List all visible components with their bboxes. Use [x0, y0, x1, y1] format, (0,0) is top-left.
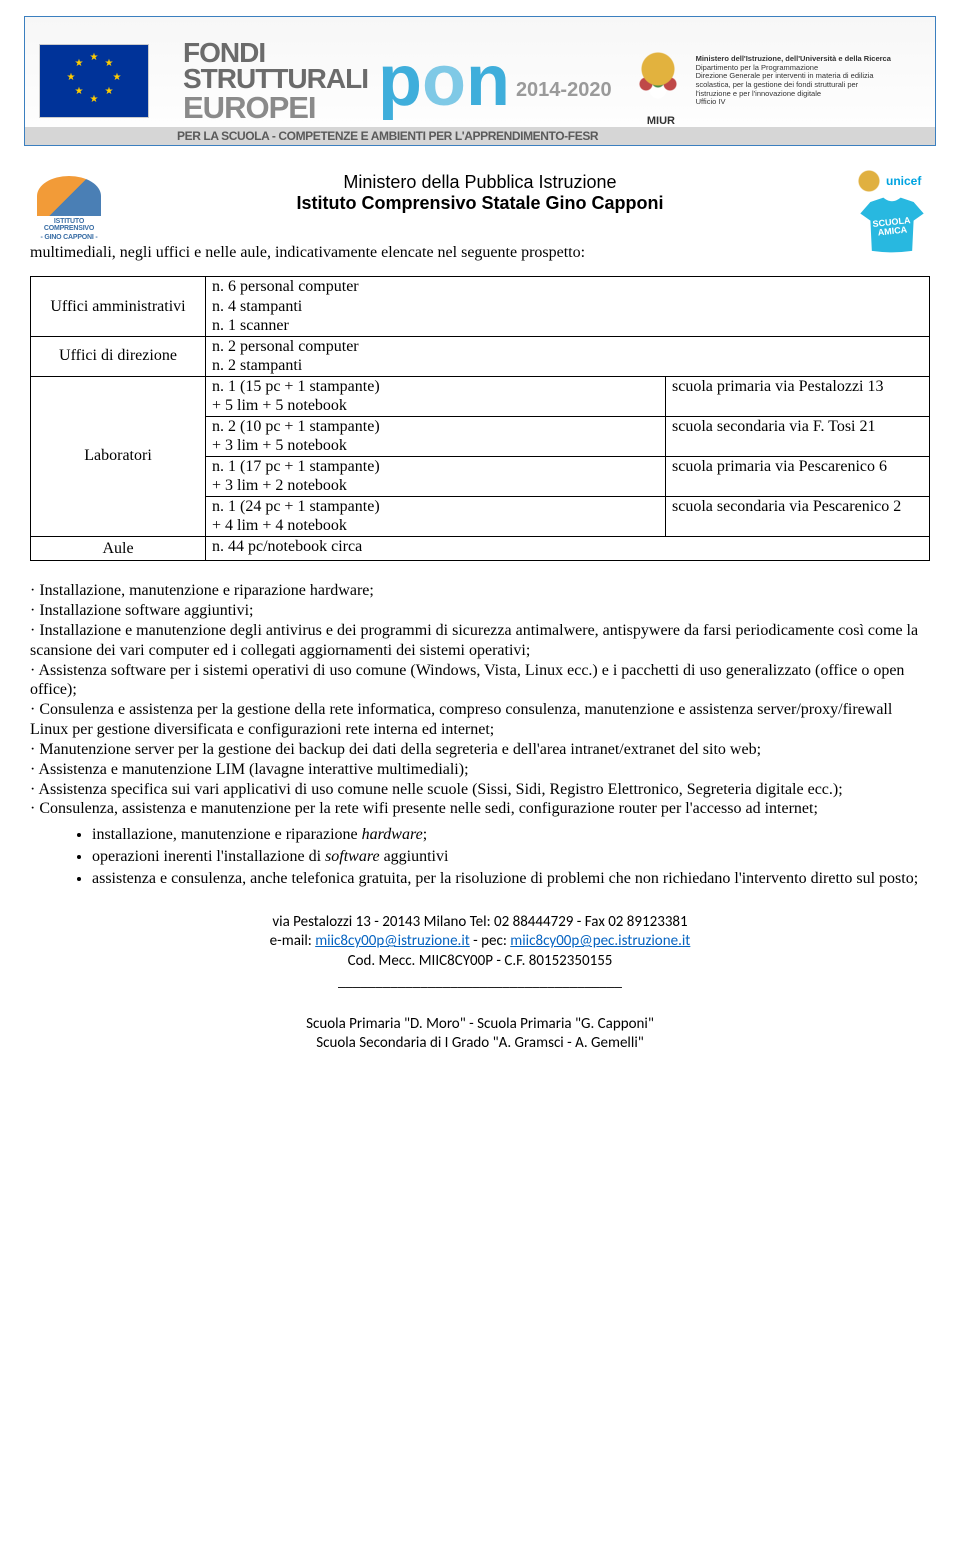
uffici-amm-v2: n. 4 stampanti [212, 298, 302, 315]
school-logo-caption1: ISTITUTO COMPRENSIVO [30, 218, 108, 232]
item-2: · Installazione e manutenzione degli ant… [30, 621, 930, 661]
item-6: · Assistenza e manutenzione LIM (lavagne… [30, 760, 930, 780]
footer-emails: e-mail: miic8cy00p@istruzione.it - pec: … [0, 932, 960, 952]
miur-text: Ministero dell'Istruzione, dell'Universi… [696, 55, 891, 107]
miur-label: MIUR [647, 115, 675, 127]
footer-schools-1: Scuola Primaria "D. Moro" - Scuola Prima… [0, 1015, 960, 1035]
row-uffici-amm-label: Uffici amministrativi [31, 277, 206, 337]
b1-pre: installazione, manutenzione e riparazion… [92, 826, 362, 843]
bullet-2: operazioni inerenti l'installazione di s… [92, 847, 930, 867]
miur-l6: Ufficio IV [696, 97, 726, 106]
lab-3-eq: n. 1 (24 pc + 1 stampante) + 4 lim + 4 n… [206, 496, 666, 536]
header-block: ISTITUTO COMPRENSIVO - GINO CAPPONI - Mi… [24, 172, 936, 214]
lab-3-loc: scuola secondaria via Pescarenico 2 [666, 496, 930, 536]
b1-post: ; [423, 826, 427, 843]
pon-logo: p o n 2014-2020 [378, 56, 612, 106]
fondi-line2: STRUTTURALI [183, 66, 368, 93]
row-uffici-dir-label: Uffici di direzione [31, 336, 206, 376]
banner-strip: PER LA SCUOLA - COMPETENZE E AMBIENTI PE… [25, 127, 935, 145]
footer-schools-2: Scuola Secondaria di I Grado "A. Gramsci… [0, 1034, 960, 1054]
row-aule-value: n. 44 pc/notebook circa [206, 536, 930, 561]
item-7: · Assistenza specifica sui vari applicat… [30, 780, 930, 800]
tshirt-icon: SCUOLA AMICA [856, 196, 928, 254]
bullet-3: assistenza e consulenza, anche telefonic… [92, 869, 930, 889]
bullet-list: installazione, manutenzione e riparazion… [92, 825, 930, 888]
pon-years: 2014-2020 [516, 79, 612, 102]
b2-post: aggiuntivi [380, 848, 449, 865]
italy-emblem [628, 51, 688, 111]
institute-title: Istituto Comprensivo Statale Gino Cappon… [296, 193, 663, 214]
item-1: · Installazione software aggiuntivi; [30, 601, 930, 621]
book-icon [37, 176, 101, 216]
content: multimediali, negli uffici e nelle aule,… [30, 244, 930, 889]
lab-1-eq: n. 2 (10 pc + 1 stampante) + 3 lim + 5 n… [206, 416, 666, 456]
row-laboratori-label: Laboratori [31, 376, 206, 536]
school-logo: ISTITUTO COMPRENSIVO - GINO CAPPONI - [30, 176, 108, 236]
lab-2-eq: n. 1 (17 pc + 1 stampante) + 3 lim + 2 n… [206, 456, 666, 496]
bullet-1: installazione, manutenzione e riparazion… [92, 825, 930, 845]
lab-1-loc: scuola secondaria via F. Tosi 21 [666, 416, 930, 456]
uffici-amm-v3: n. 1 scanner [212, 317, 289, 334]
row-uffici-amm-value: n. 6 personal computer n. 4 stampanti n.… [206, 277, 930, 337]
footer-address: via Pestalozzi 13 - 20143 Milano Tel: 02… [0, 913, 960, 933]
unicef-label: unicef [886, 174, 921, 188]
lab-2-loc: scuola primaria via Pescarenico 6 [666, 456, 930, 496]
item-5: · Manutenzione server per la gestione de… [30, 740, 930, 760]
banner-top: ★ ★ ★ ★ ★ ★ ★ ★ UNIONE EUROPEA FONDI STR… [24, 16, 936, 146]
row-aule-label: Aule [31, 536, 206, 561]
intro-paragraph: multimediali, negli uffici e nelle aule,… [30, 244, 930, 262]
pon-n: n [466, 56, 510, 106]
footer: via Pestalozzi 13 - 20143 Milano Tel: 02… [0, 913, 960, 1054]
pon-o: o [422, 56, 466, 106]
item-3: · Assistenza software per i sistemi oper… [30, 661, 930, 701]
fondi-line1: FONDI [183, 40, 368, 67]
right-logos: unicef SCUOLA AMICA [856, 168, 928, 254]
resources-table: Uffici amministrativi n. 6 personal comp… [30, 276, 930, 561]
uffici-amm-v1: n. 6 personal computer [212, 278, 359, 295]
item-4: · Consulenza e assistenza per la gestion… [30, 700, 930, 740]
pec-sep: - pec: [470, 932, 510, 950]
uffici-dir-v2: n. 2 stampanti [212, 357, 302, 374]
b2-pre: operazioni inerenti l'installazione di [92, 848, 325, 865]
uffici-dir-v1: n. 2 personal computer [212, 338, 359, 355]
lab-0-eq: n. 1 (15 pc + 1 stampante) + 5 lim + 5 n… [206, 376, 666, 416]
fondi-line3: EUROPEI [183, 93, 368, 122]
row-uffici-dir-value: n. 2 personal computer n. 2 stampanti [206, 336, 930, 376]
b2-it: software [325, 848, 380, 865]
item-0: · Installazione, manutenzione e riparazi… [30, 581, 930, 601]
small-emblem-icon [856, 168, 882, 194]
email-label: e-mail: [270, 932, 316, 950]
body-list: · Installazione, manutenzione e riparazi… [30, 581, 930, 888]
email-link-2[interactable]: miic8cy00p@pec.istruzione.it [510, 932, 690, 950]
b1-it: hardware [362, 826, 423, 843]
footer-cod: Cod. Mecc. MIIC8CY00P - C.F. 80152350155 [0, 952, 960, 972]
school-logo-caption2: - GINO CAPPONI - [30, 234, 108, 241]
ministry-title: Ministero della Pubblica Istruzione [296, 172, 663, 193]
email-link-1[interactable]: miic8cy00p@istruzione.it [315, 932, 470, 950]
item-8: · Consulenza, assistenza e manutenzione … [30, 799, 930, 819]
eu-flag: ★ ★ ★ ★ ★ ★ ★ ★ [39, 44, 149, 118]
fondi-block: FONDI STRUTTURALI EUROPEI [183, 40, 368, 123]
pon-p: p [378, 56, 422, 106]
footer-divider: ______________________________________ [0, 973, 960, 993]
lab-0-loc: scuola primaria via Pestalozzi 13 [666, 376, 930, 416]
